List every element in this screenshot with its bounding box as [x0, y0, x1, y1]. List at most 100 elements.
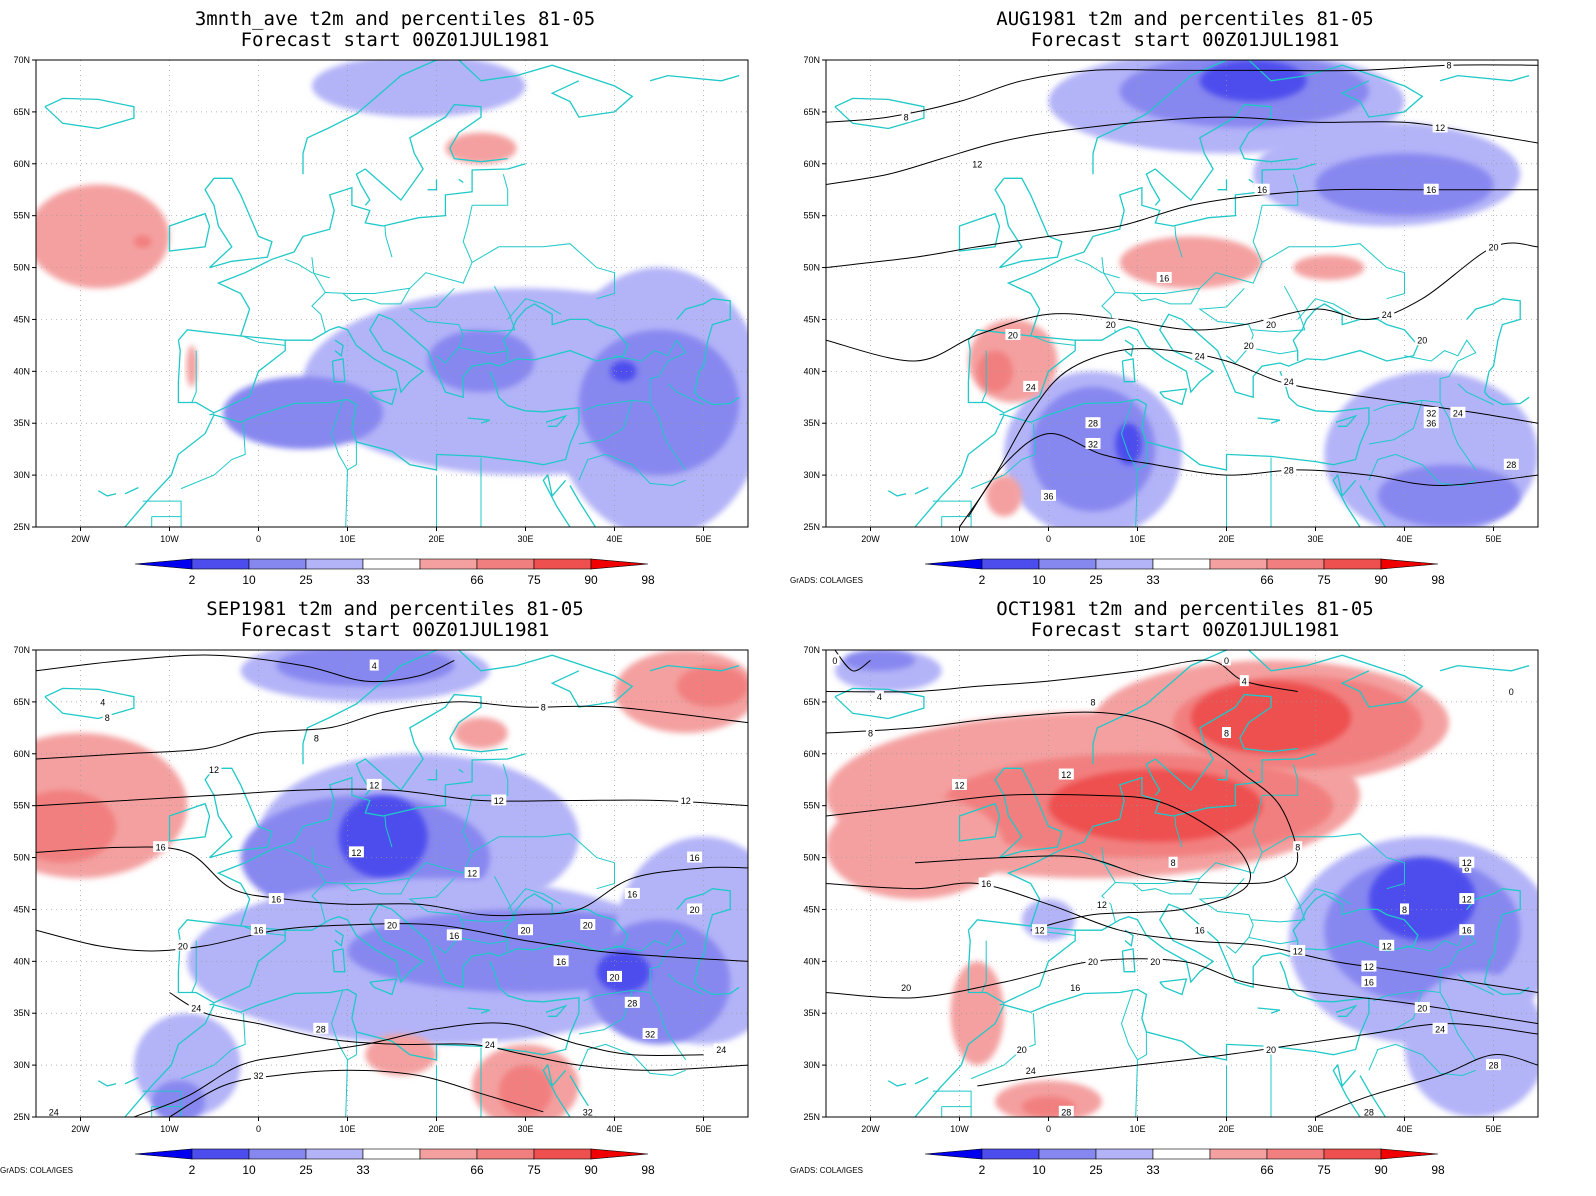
country-border [471, 833, 615, 890]
contour-label-bg [1085, 955, 1101, 967]
lon-tick-label: 40E [1396, 1124, 1412, 1134]
contour-label-bg [1379, 308, 1395, 320]
contour-label: 8 [1295, 843, 1300, 853]
lat-tick-label: 45N [803, 314, 820, 324]
coastline [1257, 417, 1281, 424]
contour-label-bg [830, 654, 840, 666]
contour-label: 28 [1506, 460, 1516, 470]
panel-subtitle: Forecast start 00Z01JUL1981 [1030, 29, 1340, 51]
country-border [1120, 399, 1139, 527]
percentile-shading [1119, 236, 1263, 289]
colorbar-label: 98 [1431, 1163, 1445, 1177]
contour-label: 36 [1043, 491, 1053, 501]
contour-label: 12 [1293, 946, 1303, 956]
lon-tick-label: 20E [1218, 1124, 1234, 1134]
colorbar-label: 2 [189, 1163, 196, 1177]
coastline [1306, 893, 1419, 952]
contour-20 [826, 958, 1538, 1025]
country-border [242, 335, 286, 346]
country-border [1248, 937, 1298, 945]
colorbar-label: 98 [641, 1163, 655, 1177]
map-svg: 70N 65N 60N 55N 50N 45N 40N 35N 30N 25N 20W 10W 0 10E… [13, 55, 749, 587]
contour-8 [826, 711, 1299, 885]
percentile-shading [977, 350, 1013, 393]
coastline [124, 371, 580, 527]
contour-label: 24 [191, 1004, 201, 1014]
contour-label-bg [1014, 1043, 1030, 1055]
colorbar-segment [191, 558, 250, 570]
country-border [507, 888, 562, 910]
percentile-shading [454, 717, 508, 749]
percentile-shading [1315, 153, 1494, 216]
grads-credit: GrADS: COLA/IGES [790, 576, 863, 585]
coastline [914, 1077, 929, 1085]
lon-tick-label: 40E [1396, 534, 1412, 544]
lat-tick-label: 50N [13, 263, 30, 273]
coastline [204, 177, 273, 269]
contour-label: 12 [1097, 900, 1107, 910]
contour-label: 20 [1488, 242, 1498, 252]
contour-label: 8 [1402, 905, 1407, 915]
percentile-shading [133, 235, 152, 248]
coastline [1248, 650, 1424, 708]
contour-label: 20 [1008, 331, 1018, 341]
coastline [887, 490, 907, 497]
country-border [1101, 257, 1116, 333]
contour-label-bg [102, 711, 112, 723]
coastline [124, 1077, 139, 1085]
contour-label: 28 [1364, 1107, 1374, 1117]
colorbar-label: 66 [470, 573, 484, 587]
country-border [507, 298, 562, 320]
country-border [1174, 815, 1183, 848]
country-border [1297, 888, 1352, 910]
coastline [914, 961, 1370, 1117]
country-border [932, 1090, 972, 1117]
coastline [331, 358, 346, 383]
country-border [932, 500, 972, 527]
country-border [1198, 287, 1254, 364]
contour-label: 12 [351, 848, 361, 858]
contour-label-bg [580, 1105, 596, 1117]
colorbar-label: 98 [1431, 573, 1445, 587]
percentile-shading [427, 329, 535, 393]
contour-28 [1315, 1054, 1538, 1117]
contour-label-bg [251, 924, 266, 936]
contour-label-bg [1168, 856, 1178, 868]
colorbar-segment [191, 1148, 250, 1160]
contour-label-bg [1094, 898, 1110, 910]
percentile-shading [596, 950, 651, 993]
lon-tick-label: 10W [160, 534, 179, 544]
grads-credit: GrADS: COLA/IGES [0, 1166, 73, 1175]
colorbar-segment [419, 558, 478, 570]
contour-label-bg [1400, 903, 1409, 915]
country-border [1251, 285, 1306, 333]
contour-label-bg [369, 659, 379, 671]
country-border [342, 288, 411, 305]
colorbar-segment [248, 1148, 307, 1160]
coastline [355, 103, 508, 206]
coastline [427, 179, 438, 191]
country-border [1115, 205, 1263, 294]
lat-tick-label: 60N [803, 749, 820, 759]
country-border [1115, 795, 1263, 884]
country-border [1457, 973, 1494, 995]
contour-label: 24 [1026, 382, 1036, 392]
contour-label: 28 [627, 998, 637, 1008]
colorbar-arrow-left [134, 1148, 193, 1160]
contour-label-bg [153, 841, 169, 853]
contour-label-bg [1103, 318, 1119, 330]
coastline [458, 60, 634, 118]
coastline [914, 487, 929, 495]
colorbar-label: 25 [299, 1163, 313, 1177]
contour-label: 12 [369, 780, 379, 790]
lat-tick-label: 60N [13, 749, 30, 759]
contour-label: 8 [868, 729, 873, 739]
country-border [458, 347, 508, 355]
country-border [1261, 243, 1405, 300]
contour-label: 12 [1462, 858, 1472, 868]
contour-label-bg [969, 157, 985, 169]
colorbar-segment [419, 1148, 478, 1160]
colorbar-label: 2 [189, 573, 196, 587]
lon-tick-label: 10E [339, 1124, 355, 1134]
contour-label: 24 [1435, 1024, 1445, 1034]
